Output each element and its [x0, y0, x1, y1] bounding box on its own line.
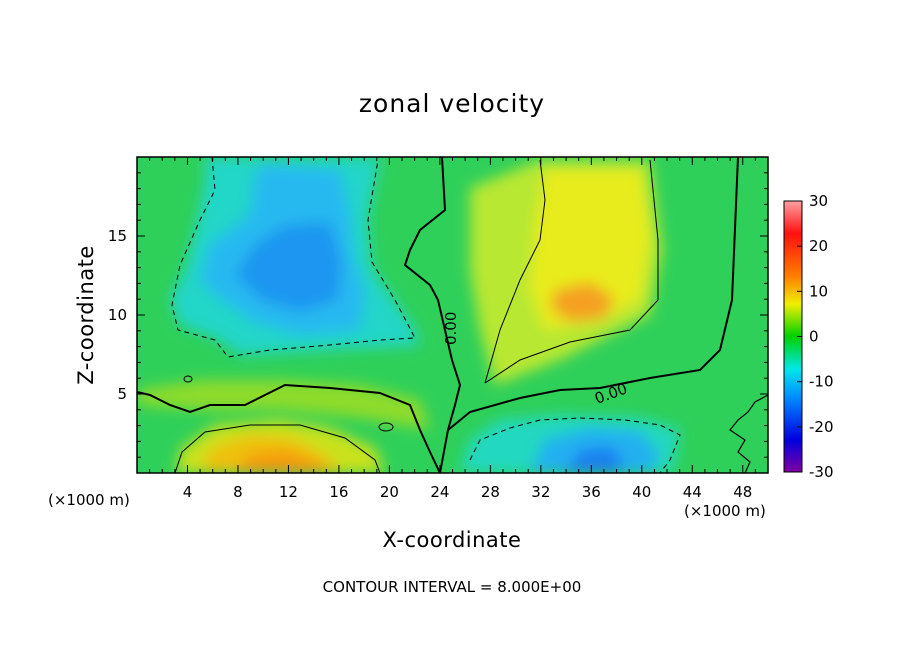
positive-contour-right [484, 159, 659, 384]
y-tick-label: 10 [108, 306, 127, 324]
zero-contour-edge-wiggle [729, 394, 768, 473]
chart-title: zonal velocity [359, 89, 545, 118]
x-tick-label: 28 [481, 483, 500, 501]
positive-core-lower-left-inner [235, 450, 330, 473]
x-unit-label-right: (×1000 m) [684, 502, 766, 520]
colorbar-tick-label: -10 [809, 373, 834, 391]
y-tick-label: 15 [108, 227, 127, 245]
x-tick-label: 48 [733, 483, 752, 501]
x-unit-label-left: (×1000 m) [48, 491, 130, 509]
colorbar: 30 20 10 0 -10 -20 -30 [783, 192, 834, 481]
x-tick-label: 44 [683, 483, 702, 501]
negative-core-lower-right-inner [565, 446, 625, 473]
colorbar-tick-label: -30 [809, 463, 834, 481]
positive-core-right-inner [550, 282, 615, 322]
x-tick-label: 4 [183, 483, 193, 501]
negative-core-upper-left-inner [235, 222, 342, 312]
x-tick-label: 20 [380, 483, 399, 501]
x-tick-label: 8 [233, 483, 243, 501]
x-tick-label: 24 [430, 483, 449, 501]
x-tick-label: 36 [582, 483, 601, 501]
colorbar-tick-label: 10 [809, 282, 828, 300]
positive-strip-mid-left [137, 380, 430, 430]
zero-contour-upper [403, 157, 462, 473]
x-tick-label: 40 [632, 483, 651, 501]
small-contour-loop [183, 375, 193, 383]
positive-contour-lower-left [174, 424, 381, 473]
x-tick-label: 12 [279, 483, 298, 501]
negative-contour-upper-left [171, 157, 416, 358]
colorbar-tick-label: 0 [809, 328, 819, 346]
velocity-field: 0.00 0.00 [137, 157, 768, 473]
x-tick-label: 16 [329, 483, 348, 501]
x-axis-title: X-coordinate [383, 528, 522, 552]
zero-contour-right [447, 157, 739, 431]
y-axis-title: Z-coordinate [74, 245, 98, 385]
contour-label: 0.00 [442, 312, 460, 345]
zero-contour-main [137, 383, 441, 473]
colorbar-tick-label: -20 [809, 418, 834, 436]
contour-interval-note: CONTOUR INTERVAL = 8.000E+00 [323, 578, 582, 596]
colorbar-tick-label: 20 [809, 237, 828, 255]
negative-contour-lower-right [469, 417, 681, 473]
small-contour-loop [378, 422, 394, 432]
y-tick-label: 5 [117, 385, 127, 403]
positive-contour-right-inner [484, 159, 546, 384]
colorbar-tick-label: 30 [809, 192, 828, 210]
x-tick-label: 32 [531, 483, 550, 501]
